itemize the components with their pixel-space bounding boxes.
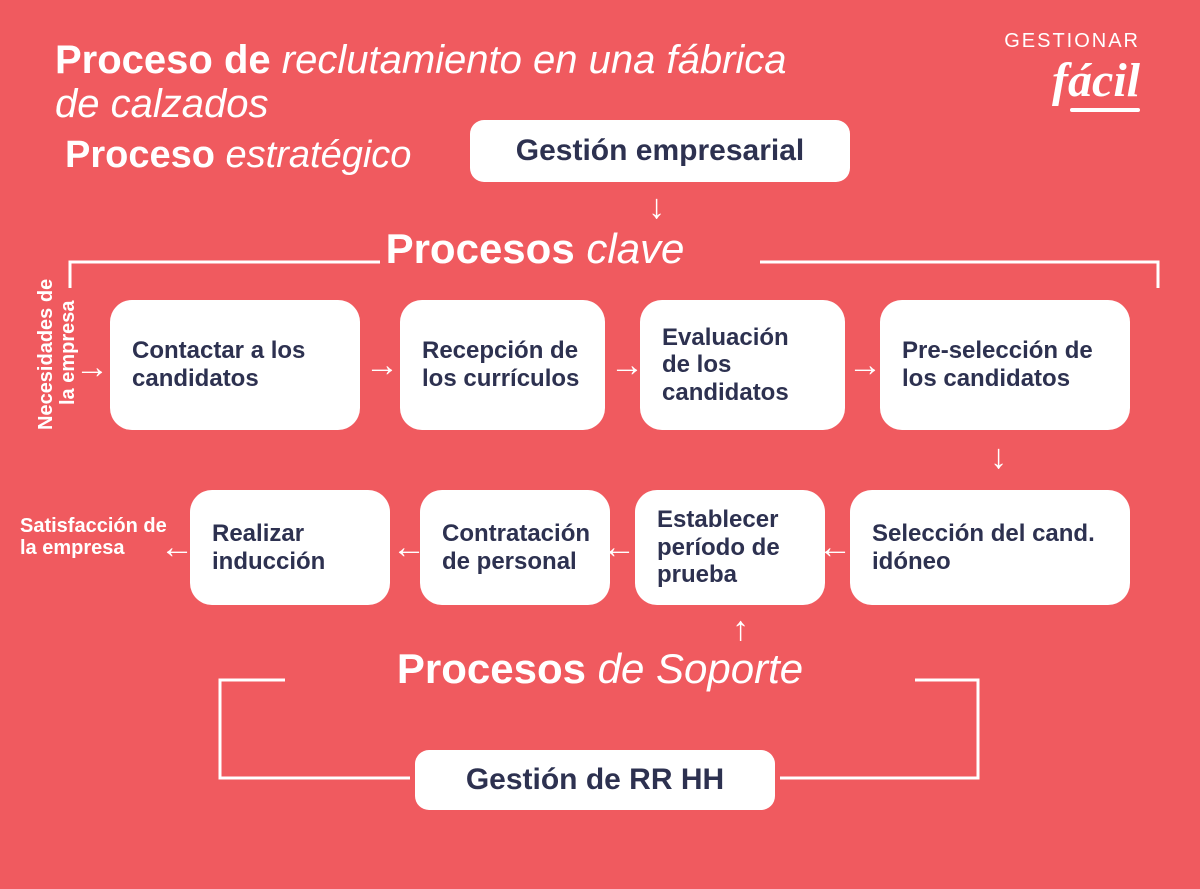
logo: GESTIONAR fácil — [1004, 30, 1140, 112]
top-pill-gestion-empresarial: Gestión empresarial — [470, 120, 850, 182]
label-satisfaccion-text: Satisfacción de la empresa — [20, 515, 167, 559]
section-soporte: Procesos de Soporte — [300, 645, 900, 693]
subtitle-italic: estratégico — [226, 134, 412, 176]
subtitle: Proceso estratégico — [65, 135, 411, 177]
box-recepcion-label: Recepción de los currículos — [422, 337, 583, 392]
title-bold: Proceso de — [55, 38, 271, 82]
box-contratacion: Contratación de personal — [420, 490, 610, 605]
arrow-up-icon: ↑ — [732, 612, 749, 646]
box-preseleccion-label: Pre-selección de los candidatos — [902, 337, 1108, 392]
bottom-pill-label: Gestión de RR HH — [466, 763, 724, 797]
logo-swash — [1070, 108, 1140, 112]
section-clave: Procesos clave — [380, 225, 690, 273]
arrow-left-icon: ← — [392, 530, 426, 564]
section-clave-italic: clave — [586, 225, 684, 272]
box-contactar: Contactar a los candidatos — [110, 300, 360, 430]
box-evaluacion: Evaluación de los candidatos — [640, 300, 845, 430]
section-soporte-bold: Procesos — [397, 645, 586, 692]
arrow-right-icon: → — [848, 348, 882, 382]
box-evaluacion-label: Evaluación de los candidatos — [662, 324, 823, 407]
arrow-right-icon: → — [610, 348, 644, 382]
arrow-down-icon: ↓ — [648, 190, 665, 224]
box-induccion-label: Realizar inducción — [212, 520, 368, 575]
section-soporte-italic: de Soporte — [598, 645, 804, 692]
box-periodo-label: Establecer período de prueba — [657, 506, 803, 589]
box-contratacion-label: Contratación de personal — [442, 520, 590, 575]
box-induccion: Realizar inducción — [190, 490, 390, 605]
label-satisfaccion: Satisfacción de la empresa — [20, 515, 180, 559]
arrow-down-icon: ↓ — [990, 440, 1007, 474]
arrow-right-icon: → — [365, 348, 399, 382]
box-recepcion: Recepción de los currículos — [400, 300, 605, 430]
box-periodo-prueba: Establecer período de prueba — [635, 490, 825, 605]
bottom-pill-rrhh: Gestión de RR HH — [415, 750, 775, 810]
top-pill-label: Gestión empresarial — [516, 134, 804, 168]
logo-line2: fácil — [1004, 53, 1140, 108]
side-label-necesidades: Necesidades de — [35, 279, 58, 430]
arrow-right-icon: → — [75, 350, 109, 384]
box-contactar-label: Contactar a los candidatos — [132, 337, 338, 392]
section-clave-bold: Procesos — [386, 225, 575, 272]
subtitle-bold: Proceso — [65, 134, 215, 176]
box-preseleccion: Pre-selección de los candidatos — [880, 300, 1130, 430]
box-seleccion-idoneo: Selección del cand. idóneo — [850, 490, 1130, 605]
box-seleccion-label: Selección del cand. idóneo — [872, 520, 1108, 575]
logo-line1: GESTIONAR — [1004, 30, 1140, 53]
main-title: Proceso de reclutamiento en una fábrica … — [55, 38, 815, 126]
